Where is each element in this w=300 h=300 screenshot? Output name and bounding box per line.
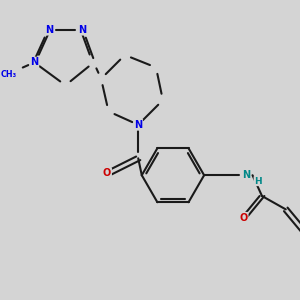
- Text: N: N: [242, 170, 250, 180]
- Text: CH₃: CH₃: [0, 70, 16, 79]
- Text: N: N: [45, 25, 53, 35]
- Text: O: O: [239, 213, 248, 223]
- Text: O: O: [103, 168, 111, 178]
- Text: N: N: [78, 25, 86, 35]
- Text: H: H: [254, 177, 262, 186]
- Text: N: N: [134, 120, 142, 130]
- Text: N: N: [30, 57, 38, 68]
